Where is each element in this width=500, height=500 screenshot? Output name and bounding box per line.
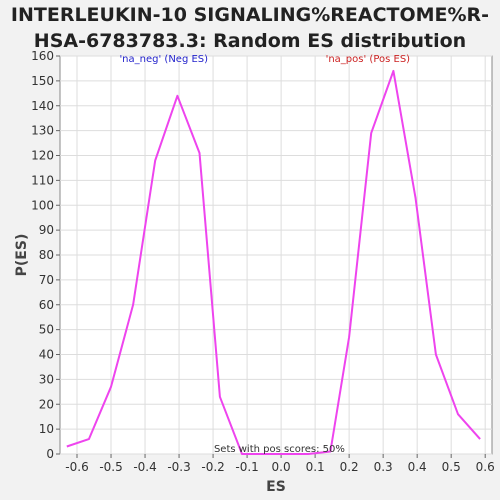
x-axis-label: ES <box>266 479 286 495</box>
x-tick-label: -0.4 <box>133 460 156 474</box>
x-tick-label: -0.3 <box>167 460 190 474</box>
chart-title-line1: INTERLEUKIN-10 SIGNALING%REACTOME%R- <box>10 4 490 26</box>
x-axis-ticks: -0.6 -0.5 -0.4 -0.3 -0.2 -0.1 0.0 0.1 0.2 0.3 0.4 0… <box>65 454 495 474</box>
y-tick-label: 20 <box>39 397 54 411</box>
x-tick-label: -0.5 <box>99 460 122 474</box>
x-tick-label: 0.4 <box>408 460 427 474</box>
y-tick-label: 110 <box>31 173 54 187</box>
y-tick-label: 80 <box>39 248 54 262</box>
x-tick-label: 0.2 <box>340 460 359 474</box>
series-line <box>66 69 481 455</box>
x-tick-label: 0.3 <box>374 460 393 474</box>
y-axis-ticks: 0 10 20 30 40 50 60 70 80 90 100 110 120 130 140 150 160 <box>31 49 60 461</box>
annotation-label: 'na_neg' (Neg ES) <box>119 54 208 65</box>
x-tick-label: 0.0 <box>272 460 291 474</box>
y-tick-label: 140 <box>31 99 54 113</box>
x-tick-label: 0.5 <box>442 460 461 474</box>
x-tick-label: -0.6 <box>65 460 88 474</box>
y-tick-label: 0 <box>46 447 54 461</box>
y-tick-label: 50 <box>39 323 54 337</box>
annotations: 'na_neg' (Neg ES) 'na_pos' (Pos ES) Sets w… <box>119 54 410 455</box>
y-tick-label: 30 <box>39 372 54 386</box>
x-tick-label: 0.1 <box>306 460 325 474</box>
x-tick-label: 0.6 <box>476 460 495 474</box>
y-tick-label: 130 <box>31 124 54 138</box>
y-tick-label: 150 <box>31 74 54 88</box>
y-axis-label: P(ES) <box>14 234 30 277</box>
y-tick-label: 90 <box>39 223 54 237</box>
y-tick-label: 160 <box>31 49 54 63</box>
annotation-label: Sets with pos scores: 50% <box>214 444 345 455</box>
chart-title-line2: HSA-6783783.3: Random ES distribution <box>33 30 467 52</box>
y-tick-label: 70 <box>39 273 54 287</box>
annotation-label: 'na_pos' (Pos ES) <box>326 54 411 65</box>
y-tick-label: 100 <box>31 198 54 212</box>
y-tick-label: 10 <box>39 422 54 436</box>
y-tick-label: 60 <box>39 298 54 312</box>
x-tick-label: -0.1 <box>235 460 258 474</box>
y-tick-label: 120 <box>31 149 54 163</box>
y-tick-label: 40 <box>39 348 54 362</box>
chart-title: INTERLEUKIN-10 SIGNALING%REACTOME%R- HSA… <box>0 2 500 54</box>
series-lines <box>66 69 481 455</box>
x-tick-label: -0.2 <box>201 460 224 474</box>
